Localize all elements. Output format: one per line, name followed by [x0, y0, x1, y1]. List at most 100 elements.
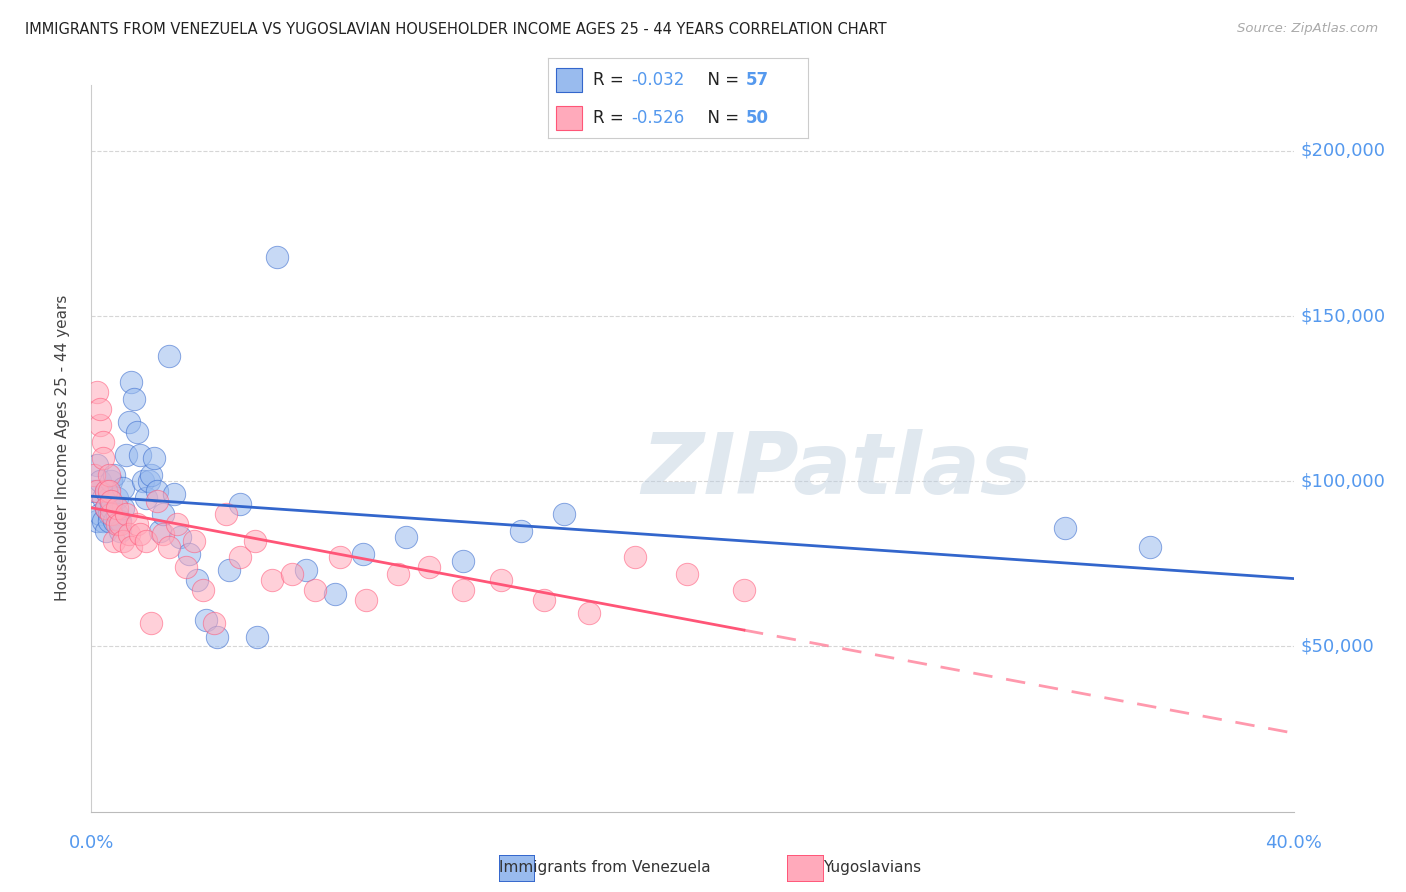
Point — [141, 467, 163, 482]
Text: Source: ZipAtlas.com: Source: ZipAtlas.com — [1237, 22, 1378, 36]
Point — [143, 451, 166, 466]
Point — [163, 487, 186, 501]
Point — [183, 533, 205, 548]
Point — [124, 392, 146, 406]
Text: N =: N = — [696, 70, 744, 88]
Point — [97, 491, 120, 505]
Point — [453, 553, 475, 567]
Point — [127, 425, 149, 439]
Text: R =: R = — [592, 109, 628, 128]
Text: $200,000: $200,000 — [1301, 142, 1385, 160]
Point — [132, 475, 155, 489]
Point — [89, 418, 111, 433]
Text: $150,000: $150,000 — [1301, 307, 1386, 325]
Point — [204, 616, 226, 631]
FancyBboxPatch shape — [557, 106, 582, 130]
Point — [100, 494, 122, 508]
Point — [675, 566, 697, 581]
Point — [83, 467, 105, 482]
Point — [246, 630, 269, 644]
Point — [152, 527, 174, 541]
Point — [94, 524, 117, 538]
Point — [114, 508, 136, 522]
Point — [83, 484, 105, 499]
Text: ZIPatlas: ZIPatlas — [641, 428, 1032, 511]
Point — [229, 550, 252, 565]
Point — [97, 508, 120, 522]
Point — [194, 613, 217, 627]
Point — [135, 533, 157, 548]
Point — [260, 574, 283, 588]
Point — [157, 349, 180, 363]
Text: R =: R = — [592, 70, 628, 88]
Point — [108, 514, 131, 528]
Text: N =: N = — [696, 109, 744, 128]
Point — [100, 508, 122, 522]
Text: 50: 50 — [747, 109, 769, 128]
Point — [304, 583, 326, 598]
Point — [97, 484, 120, 499]
Point — [1139, 541, 1161, 555]
Point — [281, 566, 304, 581]
Text: 57: 57 — [747, 70, 769, 88]
Point — [243, 533, 266, 548]
Text: 40.0%: 40.0% — [1265, 834, 1322, 852]
Text: $100,000: $100,000 — [1301, 472, 1385, 491]
Point — [111, 500, 134, 515]
Point — [89, 508, 111, 522]
Point — [105, 508, 128, 522]
Point — [177, 547, 200, 561]
Point — [152, 508, 174, 522]
Point — [100, 500, 122, 515]
Point — [169, 531, 191, 545]
Point — [1053, 520, 1076, 534]
Point — [218, 564, 240, 578]
Point — [578, 607, 600, 621]
Point — [509, 524, 531, 538]
Point — [395, 531, 418, 545]
Point — [86, 514, 108, 528]
Point — [91, 434, 114, 449]
Y-axis label: Householder Income Ages 25 - 44 years: Householder Income Ages 25 - 44 years — [55, 295, 70, 601]
Point — [108, 517, 131, 532]
Point — [352, 547, 374, 561]
Text: -0.526: -0.526 — [631, 109, 685, 128]
Point — [97, 467, 120, 482]
Point — [94, 484, 117, 499]
Point — [129, 527, 152, 541]
Point — [121, 541, 143, 555]
Point — [89, 475, 111, 489]
Point — [89, 401, 111, 416]
Point — [146, 494, 169, 508]
Point — [453, 583, 475, 598]
Point — [117, 415, 139, 429]
Point — [354, 593, 377, 607]
Point — [166, 517, 188, 532]
Point — [489, 574, 512, 588]
Point — [91, 491, 114, 505]
Point — [146, 484, 169, 499]
Point — [108, 524, 131, 538]
Point — [103, 533, 125, 548]
Point — [387, 566, 409, 581]
Point — [323, 587, 346, 601]
Point — [91, 451, 114, 466]
Point — [174, 560, 197, 574]
Point — [149, 524, 172, 538]
Point — [624, 550, 647, 565]
Point — [329, 550, 352, 565]
Text: Immigrants from Venezuela: Immigrants from Venezuela — [499, 860, 710, 874]
Point — [157, 541, 180, 555]
Point — [103, 467, 125, 482]
Point — [86, 484, 108, 499]
Point — [114, 448, 136, 462]
Point — [100, 475, 122, 489]
Point — [91, 514, 114, 528]
Point — [266, 250, 288, 264]
Point — [111, 533, 134, 548]
Point — [135, 491, 157, 505]
Point — [86, 458, 108, 472]
FancyBboxPatch shape — [557, 68, 582, 92]
Point — [186, 574, 208, 588]
Point — [94, 500, 117, 515]
